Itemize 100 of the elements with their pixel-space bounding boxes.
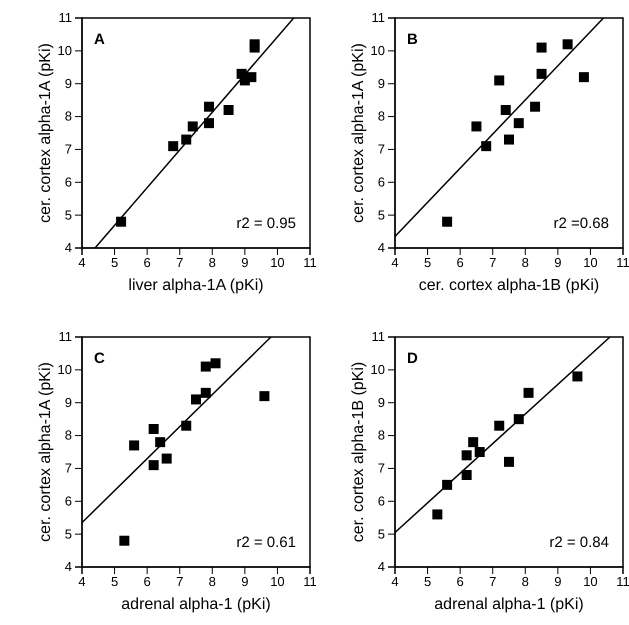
point (514, 118, 524, 128)
y-tick-label: 6 (64, 174, 72, 190)
annotation: r2 = 0.61 (236, 534, 296, 551)
x-tick-label: 10 (583, 574, 598, 590)
y-tick-label: 4 (64, 240, 72, 256)
point (462, 470, 472, 480)
point (191, 394, 201, 404)
x-tick-label: 5 (424, 574, 432, 590)
y-tick-label: 9 (64, 394, 72, 410)
point (494, 420, 504, 431)
y-tick-label: 10 (370, 362, 385, 378)
x-tick-label: 6 (456, 255, 464, 270)
point (504, 134, 514, 145)
x-tick-label: 9 (241, 574, 248, 590)
y-tick-label: 4 (64, 559, 72, 574)
x-tick-label: 11 (303, 255, 317, 270)
x-tick-label: 11 (616, 255, 629, 270)
x-tick-label: 9 (241, 255, 248, 270)
x-tick-label: 6 (456, 574, 464, 590)
x-tick-label: 8 (208, 255, 216, 270)
y-tick-label: 11 (58, 10, 72, 26)
x-tick-label: 10 (270, 255, 285, 270)
y-tick-label: 6 (64, 493, 72, 508)
x-tick-label: 8 (208, 574, 216, 590)
point (129, 440, 140, 450)
annotation: B (407, 31, 418, 48)
y-axis-title: cer. cortex alpha-1A (pKi) (350, 43, 367, 223)
y-tick-label: 6 (378, 493, 385, 508)
annotation: A (94, 31, 105, 48)
x-tick-label: 7 (176, 574, 184, 590)
y-tick-label: 10 (58, 43, 72, 58)
x-tick-label: 5 (110, 574, 118, 590)
point (468, 437, 478, 448)
point (481, 141, 492, 152)
point (162, 454, 172, 464)
y-tick-label: 4 (378, 559, 385, 574)
point (200, 362, 211, 372)
x-tick-label: 9 (554, 255, 562, 270)
point (200, 388, 211, 398)
x-tick-label: 11 (303, 574, 317, 590)
y-tick-label: 11 (372, 329, 385, 344)
point (536, 42, 547, 53)
point (494, 75, 504, 86)
annotation: C (94, 350, 105, 367)
point (148, 460, 159, 470)
x-axis-title: cer. cortex alpha-1B (pKi) (418, 277, 600, 294)
point (562, 39, 573, 50)
point (530, 102, 540, 112)
x-tick-label: 11 (616, 574, 629, 590)
point (500, 105, 511, 115)
point (524, 388, 534, 398)
x-tick-label: 10 (583, 255, 598, 270)
x-tick-label: 4 (391, 574, 399, 590)
point (432, 509, 442, 520)
point (250, 39, 260, 50)
point (181, 420, 192, 431)
point (148, 424, 159, 434)
y-tick-label: 6 (378, 174, 385, 190)
y-tick-label: 4 (378, 240, 385, 256)
y-tick-label: 11 (58, 329, 72, 344)
point (168, 141, 178, 152)
y-tick-label: 7 (378, 460, 385, 476)
y-tick-label: 8 (378, 108, 385, 124)
y-tick-label: 8 (64, 108, 72, 124)
x-tick-label: 6 (144, 574, 151, 590)
x-tick-label: 5 (110, 255, 118, 270)
annotation: r2 = 0.95 (236, 215, 296, 232)
y-tick-label: 11 (372, 10, 385, 26)
point (210, 358, 221, 368)
y-axis-title: cer. cortex alpha-1B (pKi) (350, 362, 367, 542)
point (246, 72, 256, 82)
x-tick-label: 4 (78, 574, 86, 590)
point (471, 121, 482, 132)
y-axis-title: cer. cortex alpha-1A (pKi) (37, 43, 54, 223)
point (504, 456, 514, 467)
x-tick-label: 9 (554, 574, 562, 590)
x-tick-label: 4 (78, 255, 86, 270)
y-tick-label: 9 (64, 76, 72, 91)
point (536, 68, 547, 79)
x-tick-label: 7 (489, 574, 496, 590)
y-tick-label: 5 (64, 207, 72, 222)
point (224, 105, 234, 115)
x-axis-title: adrenal alpha-1 (pKi) (434, 596, 584, 613)
y-tick-label: 9 (378, 394, 385, 410)
x-tick-label: 10 (270, 574, 285, 590)
y-tick-label: 9 (378, 76, 385, 91)
x-axis-title: adrenal alpha-1 (pKi) (121, 596, 271, 613)
point (442, 216, 452, 227)
annotation: D (407, 350, 418, 367)
y-tick-label: 8 (378, 428, 385, 443)
x-tick-label: 8 (522, 255, 529, 270)
annotation: r2 = 0.84 (549, 534, 609, 551)
y-axis-title: cer. cortex alpha-1A (pKi) (37, 362, 54, 542)
y-tick-label: 7 (64, 142, 72, 157)
x-tick-label: 7 (176, 255, 184, 270)
x-tick-label: 6 (144, 255, 151, 270)
y-tick-label: 10 (370, 43, 385, 58)
point (462, 450, 472, 460)
x-axis-title: liver alpha-1A (pKi) (128, 277, 264, 294)
point (578, 72, 589, 82)
